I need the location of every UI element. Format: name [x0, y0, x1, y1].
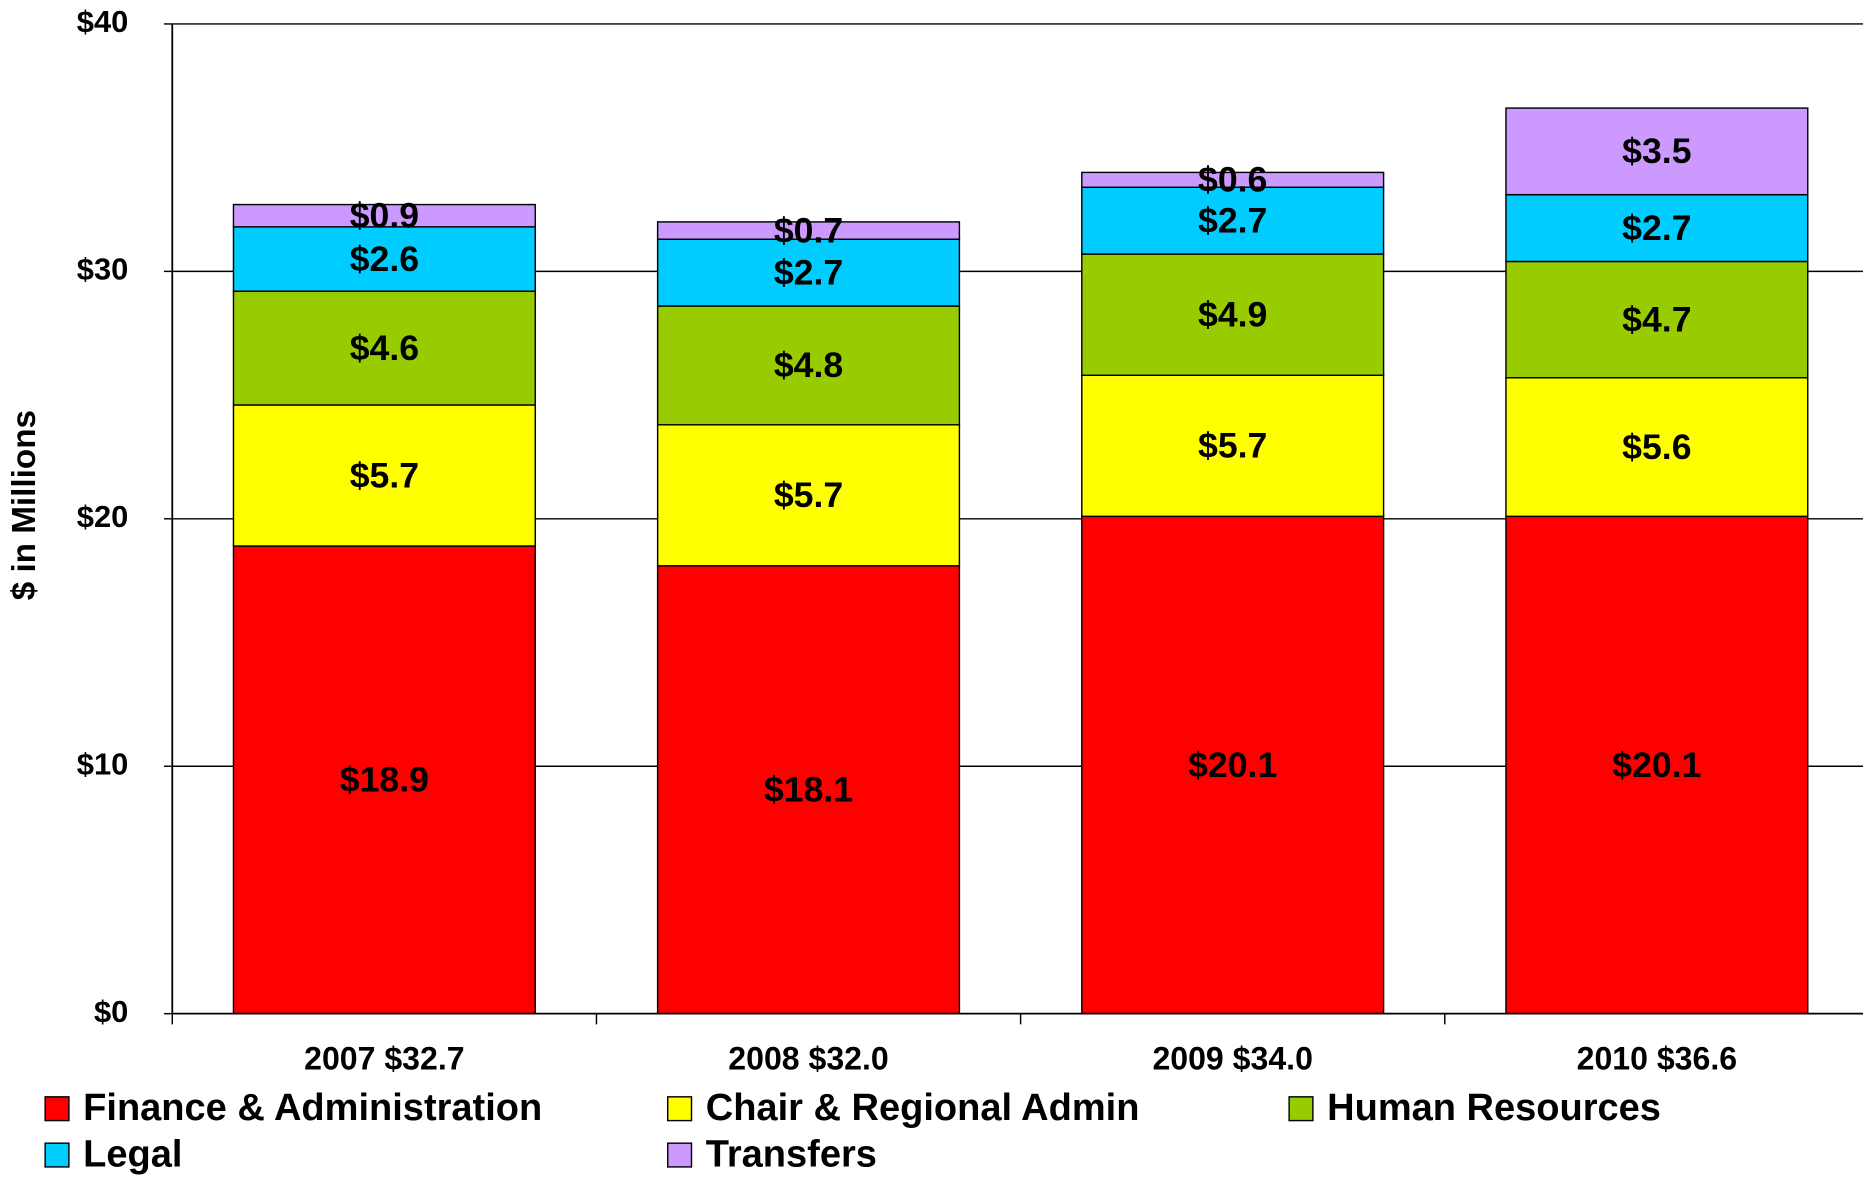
data-label: $2.7: [1198, 200, 1267, 240]
bar-segment: [1505, 377, 1809, 518]
data-label: $4.7: [1622, 299, 1691, 339]
bar-segment: [232, 404, 536, 547]
legend-label: Transfers: [706, 1133, 877, 1175]
legend-swatch: [667, 1096, 693, 1122]
bar-segment: [656, 565, 961, 1015]
bar-segment: [1081, 253, 1385, 377]
data-label: $5.7: [1198, 426, 1267, 466]
legend-label: Legal: [83, 1133, 182, 1175]
data-label: $18.1: [764, 770, 853, 810]
x-tick-label: 2008 $32.0: [728, 1041, 888, 1077]
data-label: $2.7: [774, 252, 843, 292]
legend-swatch: [1288, 1096, 1314, 1122]
bar-segment: [1081, 171, 1385, 188]
bar-segment: [656, 238, 961, 307]
data-label: $2.7: [1622, 208, 1691, 248]
data-label: $3.5: [1622, 131, 1691, 171]
legend-swatch: [667, 1142, 693, 1168]
legend-swatch: [44, 1142, 70, 1168]
bar-segment: [1505, 515, 1809, 1015]
bar-segment: [1081, 374, 1385, 518]
y-axis-title: $ in Millions: [6, 410, 43, 600]
data-label: $0.6: [1198, 160, 1267, 200]
data-label: $0.9: [350, 196, 419, 236]
data-label: $5.6: [1622, 427, 1691, 467]
bar-segment: [232, 226, 536, 292]
data-label: $4.6: [350, 328, 419, 368]
bar-segment: [1505, 193, 1809, 263]
data-label: $20.1: [1188, 745, 1277, 785]
x-tick-label: 2010 $36.6: [1577, 1041, 1737, 1077]
y-tick-label: $0: [94, 994, 128, 1029]
legend-label: Human Resources: [1327, 1087, 1661, 1129]
y-tick-label: $40: [77, 4, 129, 39]
data-label: $5.7: [350, 455, 419, 495]
x-tick-label: 2009 $34.0: [1152, 1041, 1312, 1077]
bar-segment: [1081, 186, 1385, 255]
y-tick-label: $20: [77, 499, 129, 534]
data-label: $18.9: [340, 760, 429, 800]
data-label: $0.7: [774, 210, 843, 250]
data-label: $5.7: [774, 475, 843, 515]
x-tick-label: 2007 $32.7: [304, 1041, 464, 1077]
bar-segment: [1505, 107, 1809, 196]
bar-segment: [232, 203, 536, 228]
legend-label: Chair & Regional Admin: [706, 1087, 1140, 1129]
data-label: $4.8: [774, 345, 843, 385]
legend-label: Finance & Administration: [83, 1087, 542, 1129]
bar-segment: [656, 221, 961, 240]
bar-segment: [656, 424, 961, 567]
bar-segment: [232, 290, 536, 406]
y-tick-label: $30: [77, 252, 129, 287]
y-tick-label: $10: [77, 746, 129, 781]
data-label: $2.6: [350, 239, 419, 279]
bar-segment: [656, 305, 961, 426]
legend-swatch: [44, 1096, 70, 1122]
bar-segment: [1081, 515, 1385, 1015]
data-label: $4.9: [1198, 294, 1267, 334]
data-label: $20.1: [1612, 745, 1701, 785]
